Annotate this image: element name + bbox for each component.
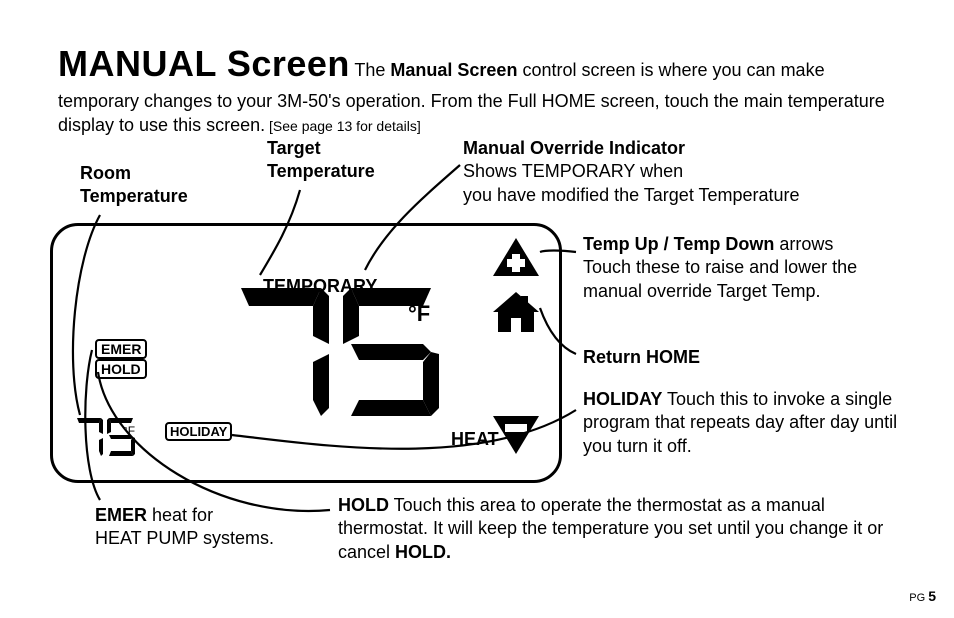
override-label: Manual Override Indicator Shows TEMPORAR…: [463, 137, 893, 207]
holiday-button[interactable]: HOLIDAY: [165, 422, 232, 441]
thermostat-panel: TEMPORARY °F: [50, 223, 562, 483]
page-title: MANUAL Screen: [58, 43, 350, 84]
intro-small: [See page 13 for details]: [265, 118, 421, 134]
intro-block: MANUAL Screen The Manual Screen control …: [58, 40, 898, 138]
page-number: PG 5: [909, 588, 936, 604]
temp-down-button[interactable]: [491, 412, 541, 456]
hold-button[interactable]: HOLD: [95, 359, 147, 379]
return-home-label: Return HOME: [583, 346, 700, 369]
temp-up-button[interactable]: [491, 236, 541, 280]
target-temp-display[interactable]: [231, 282, 441, 422]
intro-lead: The: [354, 60, 390, 80]
emer-label: EMER heat for HEAT PUMP systems.: [95, 504, 355, 551]
home-button[interactable]: [491, 290, 541, 334]
deg-f-small: °F: [123, 424, 135, 438]
emer-button[interactable]: EMER: [95, 339, 147, 359]
hold-label: HOLD Touch this area to operate the ther…: [338, 494, 898, 564]
temp-up-down-label: Temp Up / Temp Down arrows Touch these t…: [583, 233, 903, 303]
intro-bold: Manual Screen: [390, 60, 517, 80]
holiday-label: HOLIDAY Touch this to invoke a single pr…: [583, 388, 903, 458]
target-temp-label: Target Temperature: [267, 137, 375, 184]
room-temp-label: Room Temperature: [80, 162, 188, 209]
